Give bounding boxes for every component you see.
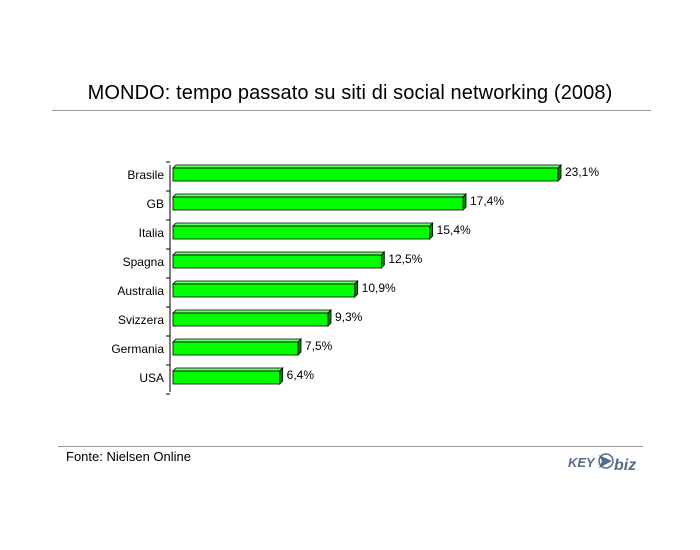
y-axis-ticks bbox=[166, 161, 170, 395]
title-divider bbox=[52, 110, 651, 111]
bar-top bbox=[172, 309, 332, 314]
category-label: Germania bbox=[111, 342, 164, 356]
category-label: Australia bbox=[117, 284, 164, 298]
bar-chart: Brasile GB Italia Spagna Australia Svizzera Ge… bbox=[111, 161, 600, 395]
category-label: Italia bbox=[139, 226, 165, 240]
bar-side bbox=[279, 367, 284, 385]
bar-side bbox=[462, 193, 467, 211]
value-label: 7,5% bbox=[305, 339, 333, 353]
value-label: 15,4% bbox=[437, 223, 471, 237]
bar-spagna bbox=[172, 251, 386, 269]
value-label: 17,4% bbox=[470, 194, 504, 208]
bar-svizzera bbox=[172, 309, 332, 327]
chart-title: MONDO: tempo passato su siti di social n… bbox=[87, 82, 613, 104]
bar-top bbox=[172, 280, 359, 285]
bar-side bbox=[380, 251, 385, 269]
bar-top bbox=[172, 193, 467, 198]
bar-top bbox=[172, 367, 284, 372]
source-note: Fonte: Nielsen Online bbox=[66, 449, 192, 464]
bar-front bbox=[172, 283, 356, 298]
category-label: Spagna bbox=[123, 255, 165, 269]
bar-top bbox=[172, 338, 302, 343]
bar-germania bbox=[172, 338, 302, 356]
value-label: 12,5% bbox=[388, 252, 422, 266]
key4biz-logo[interactable]: KEY biz bbox=[566, 451, 642, 473]
bar-front bbox=[172, 196, 464, 211]
value-label: 9,3% bbox=[335, 310, 363, 324]
category-label: GB bbox=[147, 197, 164, 211]
bar-australia bbox=[172, 280, 359, 298]
bar-side bbox=[354, 280, 359, 298]
value-labels: 23,1% 17,4% 15,4% 12,5% 10,9% 9,3% 7,5% 6,4% bbox=[287, 165, 600, 382]
category-label: USA bbox=[139, 371, 164, 385]
bar-usa bbox=[172, 367, 284, 385]
bars bbox=[172, 164, 562, 385]
bar-side bbox=[297, 338, 302, 356]
bar-gb bbox=[172, 193, 467, 211]
category-label: Brasile bbox=[127, 168, 164, 182]
bar-top bbox=[172, 251, 386, 256]
footer-divider bbox=[58, 446, 643, 447]
bar-front bbox=[172, 341, 299, 356]
category-labels: Brasile GB Italia Spagna Australia Svizzera Ge… bbox=[111, 168, 164, 385]
bar-brasile bbox=[172, 164, 562, 182]
bar-front bbox=[172, 370, 281, 385]
bar-side bbox=[327, 309, 332, 327]
svg-text:KEY: KEY bbox=[568, 455, 596, 470]
bar-side bbox=[429, 222, 434, 240]
value-label: 10,9% bbox=[362, 281, 396, 295]
bar-front bbox=[172, 312, 329, 327]
value-label: 23,1% bbox=[565, 165, 599, 179]
bar-italia bbox=[172, 222, 434, 240]
bar-front bbox=[172, 225, 431, 240]
bar-top bbox=[172, 222, 434, 227]
category-label: Svizzera bbox=[118, 313, 164, 327]
bar-front bbox=[172, 254, 382, 269]
bar-front bbox=[172, 167, 559, 182]
bar-side bbox=[557, 164, 562, 182]
svg-text:biz: biz bbox=[614, 457, 636, 473]
value-label: 6,4% bbox=[287, 368, 315, 382]
bar-top bbox=[172, 164, 562, 169]
